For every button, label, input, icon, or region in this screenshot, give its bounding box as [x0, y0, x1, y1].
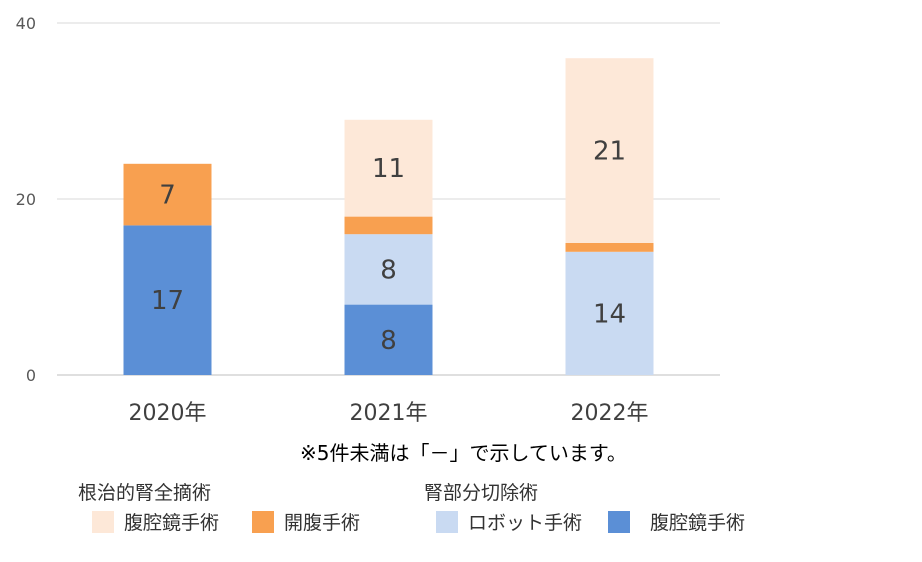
y-axis-ticks: 0 20 40 [16, 14, 36, 385]
legend-group-title-2: 腎部分切除術 [424, 482, 539, 504]
chart-note: ※5件未満は「－」で示しています。 [300, 441, 627, 465]
legend-swatch [608, 510, 630, 533]
y-tick-label: 40 [16, 14, 36, 33]
bar-segment [565, 58, 654, 244]
bar-segment [344, 234, 433, 305]
stacked-bar-chart: 0 20 40 17 7 8 8 11 14 21 2020年 2021年 2022年 [16, 14, 720, 426]
legend-item-robotic-surgery: ロボット手術 [436, 508, 582, 535]
data-labels: 17 7 8 8 11 14 21 [151, 137, 626, 356]
bars [123, 58, 654, 375]
y-tick-label: 0 [26, 366, 36, 385]
bar-segment [123, 163, 212, 226]
data-label: 11 [372, 154, 405, 184]
data-label: 14 [593, 299, 626, 329]
legend-label: 腹腔鏡手術 [650, 512, 746, 534]
bar-segment [123, 225, 212, 375]
legend-group-title-1: 根治的腎全摘術 [78, 482, 212, 504]
x-category-label: 2022年 [571, 401, 649, 426]
bar-segment [565, 243, 654, 252]
data-label: 7 [159, 181, 176, 211]
data-label: 8 [380, 255, 397, 285]
bar-segment [344, 304, 433, 375]
legend-item-laparoscopic-partial: 腹腔鏡手術 [608, 508, 745, 535]
legend-label: 腹腔鏡手術 [124, 512, 220, 534]
data-label: 21 [593, 137, 626, 167]
bar-segment [565, 251, 654, 375]
bar-segment [344, 216, 433, 235]
legend-swatch [92, 510, 114, 533]
legend-swatch [436, 510, 458, 533]
x-axis-categories: 2020年 2021年 2022年 [129, 401, 649, 426]
legend-swatch [252, 510, 274, 533]
legend-label: ロボット手術 [468, 512, 583, 534]
x-category-label: 2021年 [350, 401, 428, 426]
data-label: 17 [151, 286, 184, 316]
bar-segment [344, 119, 433, 217]
data-label: 8 [380, 326, 397, 356]
y-tick-label: 20 [16, 190, 36, 209]
legend-item-open-surgery: 開腹手術 [252, 508, 360, 535]
legend-label: 開腹手術 [284, 512, 361, 534]
legend-item-laparoscopic-nephrectomy: 腹腔鏡手術 [92, 508, 219, 535]
x-category-label: 2020年 [129, 401, 207, 426]
